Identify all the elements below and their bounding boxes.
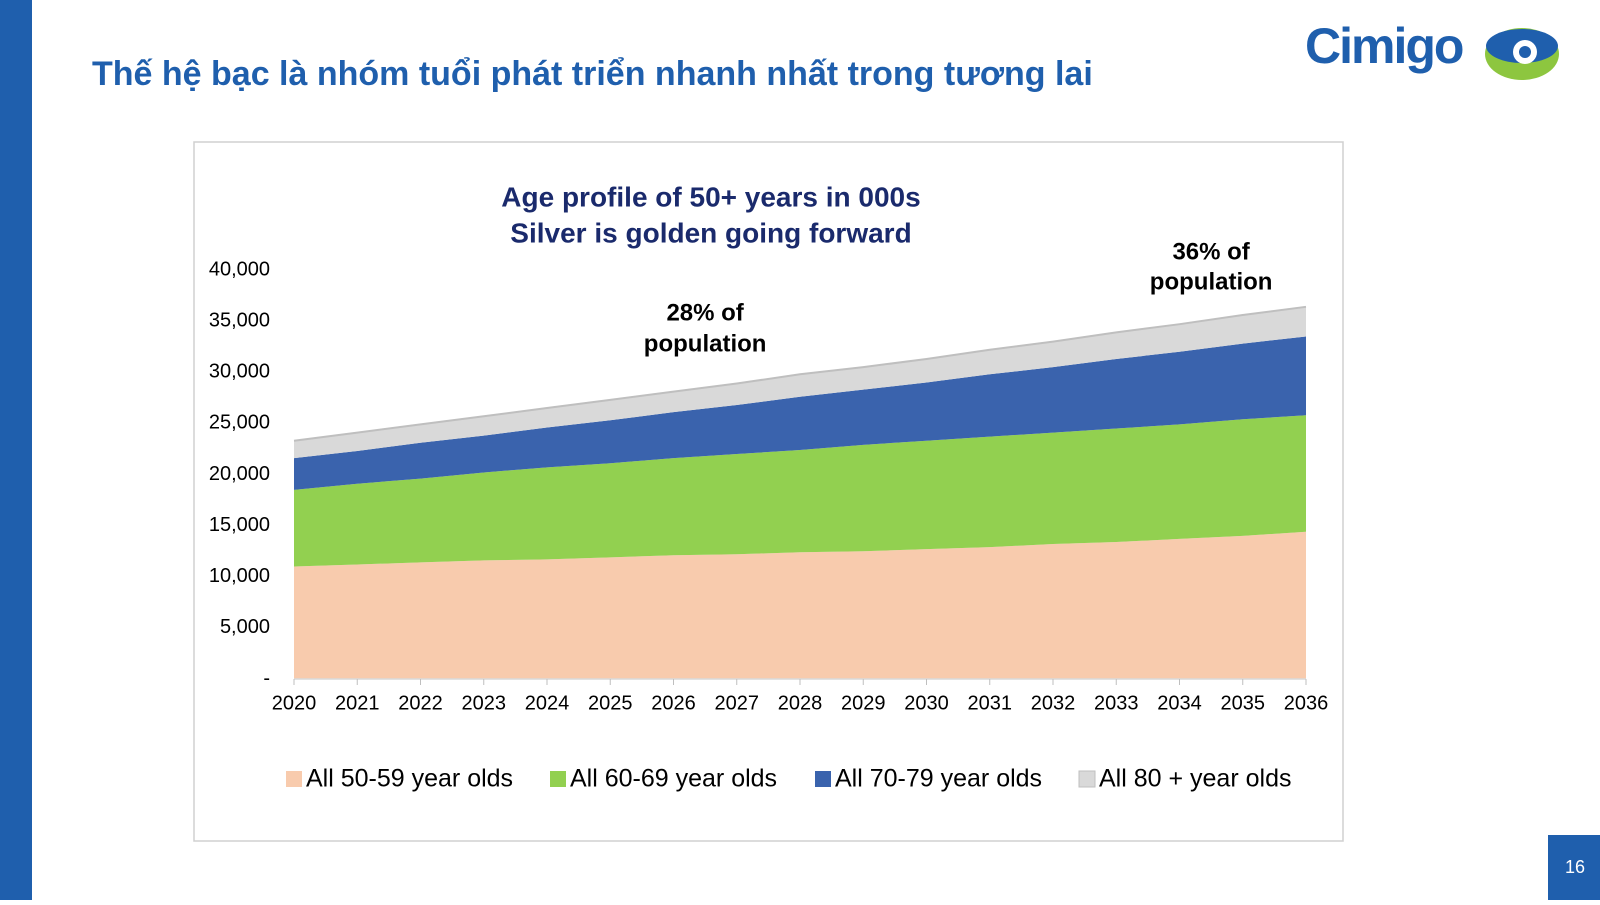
y-tick-label: 15,000 bbox=[209, 514, 270, 536]
x-tick-label: 2033 bbox=[1094, 692, 1139, 714]
legend-swatch bbox=[286, 771, 302, 787]
area bbox=[294, 336, 1306, 490]
y-tick-label: 40,000 bbox=[209, 258, 270, 280]
area bbox=[294, 531, 1306, 679]
y-tick-label: 25,000 bbox=[209, 412, 270, 434]
logo-text: Cimigo bbox=[1305, 18, 1463, 74]
legend-swatch bbox=[550, 771, 566, 787]
side-bar bbox=[0, 0, 32, 900]
annotation: 28% of bbox=[666, 299, 744, 326]
chart-title: Age profile of 50+ years in 000s bbox=[501, 181, 920, 212]
page-number-box bbox=[1548, 835, 1600, 900]
page-number: 16 bbox=[1565, 857, 1585, 877]
logo-pupil bbox=[1519, 46, 1531, 58]
annotation: 36% of bbox=[1172, 238, 1250, 265]
x-tick-label: 2021 bbox=[335, 692, 380, 714]
x-tick-label: 2025 bbox=[588, 692, 633, 714]
y-tick-label: 20,000 bbox=[209, 463, 270, 485]
annotation: population bbox=[1150, 268, 1273, 295]
y-tick-label: 30,000 bbox=[209, 361, 270, 383]
x-tick-label: 2022 bbox=[398, 692, 443, 714]
legend-label: All 70-79 year olds bbox=[835, 765, 1042, 793]
x-tick-label: 2030 bbox=[904, 692, 949, 714]
y-tick-label: 35,000 bbox=[209, 309, 270, 331]
y-tick-label: - bbox=[263, 667, 270, 689]
area-edge bbox=[293, 305, 1307, 442]
x-tick-label: 2027 bbox=[715, 692, 760, 714]
x-tick-label: 2036 bbox=[1284, 692, 1329, 714]
legend-swatch bbox=[1078, 770, 1096, 788]
y-tick-label: 10,000 bbox=[209, 565, 270, 587]
x-tick-label: 2023 bbox=[462, 692, 507, 714]
legend-label: All 50-59 year olds bbox=[306, 765, 513, 793]
legend-label: All 60-69 year olds bbox=[570, 765, 777, 793]
chart-title: Silver is golden going forward bbox=[510, 217, 911, 248]
x-tick-label: 2026 bbox=[651, 692, 696, 714]
x-tick-label: 2020 bbox=[272, 692, 317, 714]
x-tick-label: 2032 bbox=[1031, 692, 1076, 714]
legend-label: All 80 + year olds bbox=[1099, 765, 1291, 793]
chart: Age profile of 50+ years in 000s Silver i… bbox=[209, 181, 1328, 792]
x-tick-label: 2031 bbox=[968, 692, 1013, 714]
logo: Cimigo bbox=[1305, 18, 1559, 80]
x-tick-label: 2029 bbox=[841, 692, 886, 714]
area bbox=[294, 306, 1306, 459]
x-tick-label: 2024 bbox=[525, 692, 570, 714]
area bbox=[294, 415, 1306, 567]
x-tick-label: 2028 bbox=[778, 692, 823, 714]
slide-title: Thế hệ bạc là nhóm tuổi phát triển nhanh… bbox=[92, 55, 1093, 93]
legend-swatch bbox=[815, 771, 831, 787]
x-tick-label: 2034 bbox=[1157, 692, 1202, 714]
annotation: population bbox=[644, 330, 767, 357]
y-tick-label: 5,000 bbox=[220, 616, 270, 638]
x-tick-label: 2035 bbox=[1221, 692, 1266, 714]
